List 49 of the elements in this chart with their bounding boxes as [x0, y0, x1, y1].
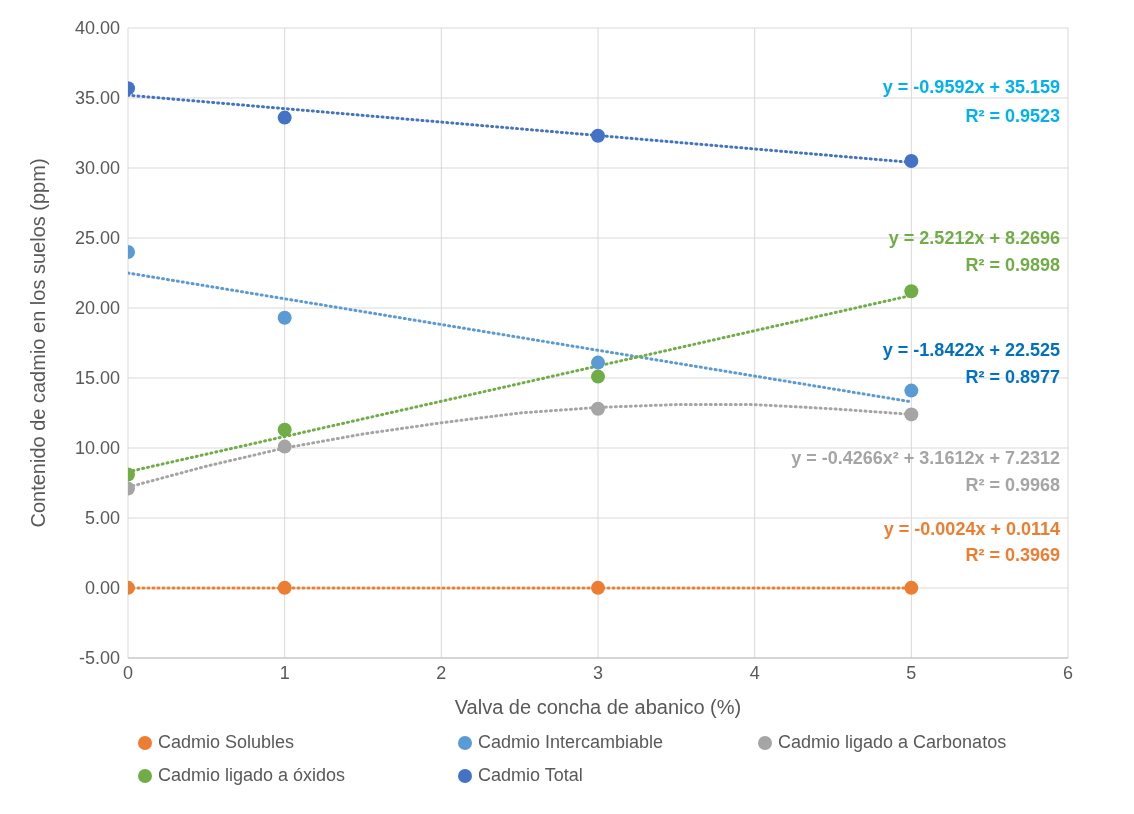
x-axis-title: Valva de concha de abanico (%) [454, 696, 742, 718]
annotation: y = -0.4266x² + 3.1612x + 7.2312 [791, 447, 1060, 468]
y-tick-label: 0.00 [84, 578, 120, 599]
point [904, 154, 919, 168]
x-tick-label: 0 [122, 662, 134, 683]
point [591, 580, 605, 595]
point [277, 439, 292, 454]
y-tick-label: 10.00 [74, 438, 120, 459]
annotation: y = -1.8422x + 22.525 [882, 340, 1060, 361]
point [904, 580, 919, 595]
y-tick-label: 35.00 [74, 88, 120, 109]
legend-label: Cadmio Total [478, 765, 583, 786]
point [591, 128, 605, 143]
point [277, 580, 292, 595]
y-tick-label: 20.00 [74, 298, 120, 319]
point [904, 383, 919, 398]
point [591, 369, 605, 384]
point [277, 110, 292, 125]
annotation: y = 2.5212x + 8.2696 [888, 228, 1060, 249]
point [277, 422, 292, 437]
annotation: y = -0.9592x + 35.159 [882, 76, 1060, 97]
x-tick-label: 6 [1062, 662, 1074, 683]
point [904, 407, 919, 422]
legend-label: Cadmio ligado a Carbonatos [778, 732, 1007, 753]
annotation: R² = 0.3969 [965, 544, 1060, 565]
legend-label: Cadmio Solubles [158, 732, 295, 753]
y-tick-label: 15.00 [74, 368, 120, 389]
legend-label: Cadmio Intercambiable [478, 732, 664, 753]
y-tick-label: -5.00 [78, 648, 120, 669]
y-tick-label: 40.00 [74, 18, 120, 39]
y-axis-title: Contenido de cadmio en los suelos (ppm) [27, 158, 50, 528]
x-tick-label: 1 [279, 662, 290, 683]
point [277, 310, 292, 325]
point [591, 355, 605, 370]
x-tick-label: 5 [906, 662, 917, 683]
x-tick-label: 3 [592, 662, 604, 683]
annotation: R² = 0.9898 [965, 254, 1060, 275]
y-tick-label: 25.00 [74, 228, 120, 249]
point [591, 401, 605, 416]
legend-label: Cadmio ligado a óxidos [158, 765, 346, 786]
y-tick-label: 5.00 [84, 508, 120, 529]
x-tick-label: 4 [749, 662, 760, 683]
y-tick-label: 30.00 [74, 158, 120, 179]
annotation: y = -0.0024x + 0.0114 [883, 519, 1060, 540]
annotation: R² = 0.9523 [965, 106, 1060, 127]
x-tick-label: 2 [436, 662, 447, 683]
annotation: R² = 0.9968 [965, 474, 1060, 495]
point [904, 284, 919, 299]
annotation: R² = 0.8977 [965, 366, 1060, 387]
